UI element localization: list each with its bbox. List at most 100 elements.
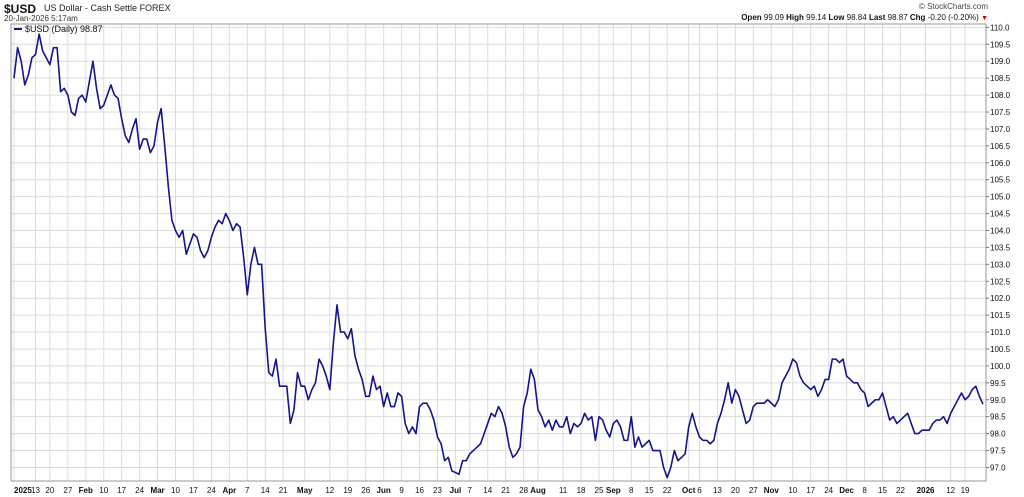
low-label: Low [828,13,845,22]
x-tick-label: Dec [839,486,854,495]
x-axis: 2025 13 20 27 Feb 10 17 24 Mar 10 17 24 Apr 7 14 21 May 1… [14,486,970,495]
x-tick-label: Mar [150,486,164,495]
y-tick-label: 100.5 [990,345,1011,354]
x-tick-label: 27 [63,486,72,495]
y-tick-label: 98.0 [990,430,1006,439]
y-tick-label: 109.5 [990,40,1011,49]
x-tick-label: 22 [896,486,905,495]
x-tick-label: 10 [788,486,797,495]
low-value: 98.84 [846,13,867,22]
x-tick-label: 7 [245,486,250,495]
y-tick-label: 103.0 [990,260,1011,269]
y-tick-label: 104.5 [990,210,1011,219]
chart-header: $USD US Dollar - Cash Settle FOREX 20-Ja… [0,0,1024,24]
x-tick-label: 2026 [917,486,935,495]
x-tick-label: 13 [713,486,722,495]
y-tick-label: 109.0 [990,57,1011,66]
y-tick-label: 105.0 [990,193,1011,202]
y-tick-label: 103.5 [990,243,1011,252]
x-tick-label: 27 [749,486,758,495]
x-tick-label: 10 [171,486,180,495]
x-tick-label: 17 [189,486,198,495]
x-tick-label: 7 [468,486,473,495]
x-tick-label: Aug [530,486,546,495]
y-tick-label: 106.5 [990,142,1011,151]
symbol-description: US Dollar - Cash Settle FOREX [44,3,171,13]
x-tick-label: 22 [663,486,672,495]
x-tick-label: 11 [559,486,568,495]
y-tick-label: 99.0 [990,396,1006,405]
y-tick-label: 97.5 [990,447,1006,456]
last-value: 98.87 [887,13,908,22]
x-tick-label: 15 [645,486,654,495]
x-tick-label: 12 [946,486,955,495]
y-tick-label: 110.0 [990,23,1010,32]
x-tick-label: 14 [261,486,270,495]
x-tick-label: 20 [731,486,740,495]
x-tick-label: 15 [878,486,887,495]
x-tick-label: 26 [361,486,370,495]
open-value: 99.09 [763,13,784,22]
last-label: Last [868,13,886,22]
y-tick-label: 97.0 [990,463,1006,472]
chg-label: Chg [909,13,926,22]
x-tick-label: 21 [501,486,510,495]
y-tick-label: 102.0 [990,294,1011,303]
y-tick-label: 100.0 [990,362,1011,371]
x-tick-label: Jun [377,486,391,495]
x-tick-label: 9 [399,486,404,495]
y-tick-label: 104.0 [990,226,1011,235]
chg-value: -0.20 (-0.20%) [927,13,979,22]
grid-layer [11,24,986,481]
y-tick-label: 108.0 [990,91,1011,100]
y-tick-label: 108.5 [990,74,1011,83]
x-tick-label: 13 [31,486,40,495]
y-tick-label: 98.5 [990,413,1006,422]
chart-datetime: 20-Jan-2026 5:17am [4,14,78,23]
x-tick-label: 8 [629,486,634,495]
description-text: US Dollar - Cash Settle [44,3,138,13]
x-tick-label: Sep [606,486,621,495]
x-tick-label: 12 [325,486,334,495]
y-tick-label: 107.0 [990,125,1011,134]
down-arrow-icon: ▼ [981,15,988,22]
x-tick-label: 16 [415,486,424,495]
y-tick-label: 107.5 [990,108,1011,117]
y-tick-label: 102.5 [990,277,1011,286]
y-tick-label: 101.5 [990,311,1011,320]
y-tick-label: 106.0 [990,159,1011,168]
symbol-title: $USD [4,2,37,16]
x-tick-label: 24 [207,486,216,495]
x-tick-label: May [297,486,313,495]
x-tick-label: 10 [99,486,108,495]
x-tick-label: 14 [483,486,492,495]
y-tick-label: 105.5 [990,176,1011,185]
plot-frame [10,23,987,482]
x-tick-label: 18 [577,486,586,495]
x-tick-label: 19 [343,486,352,495]
exchange-text: FOREX [139,3,171,13]
high-value: 99.14 [806,13,827,22]
x-tick-label: 8 [862,486,867,495]
x-tick-label: 2025 [14,486,32,495]
x-tick-label: Apr [222,486,236,495]
brand-logo: © StockCharts.com [918,2,988,11]
x-tick-label: 17 [117,486,126,495]
chart-legend: $USD (Daily) 98.87 [14,24,103,34]
open-label: Open [741,13,762,22]
x-tick-label: 21 [279,486,288,495]
x-tick-label: 20 [45,486,54,495]
x-tick-label: 19 [961,486,970,495]
x-tick-label: Nov [764,486,780,495]
x-tick-label: 6 [697,486,702,495]
usd-price-line [13,33,984,479]
high-label: High [786,13,804,22]
y-axis: 110.0 109.5 109.0 108.5 108.0 107.5 107.0 106.5… [986,23,1011,472]
x-tick-label: 24 [824,486,833,495]
ohlc-readout: Open 99.09 High 99.14 Low 98.84 Last 98.… [741,13,988,22]
x-tick-label: Jul [450,486,462,495]
y-tick-label: 99.5 [990,379,1006,388]
x-tick-label: 28 [519,486,528,495]
x-tick-label: 25 [595,486,604,495]
